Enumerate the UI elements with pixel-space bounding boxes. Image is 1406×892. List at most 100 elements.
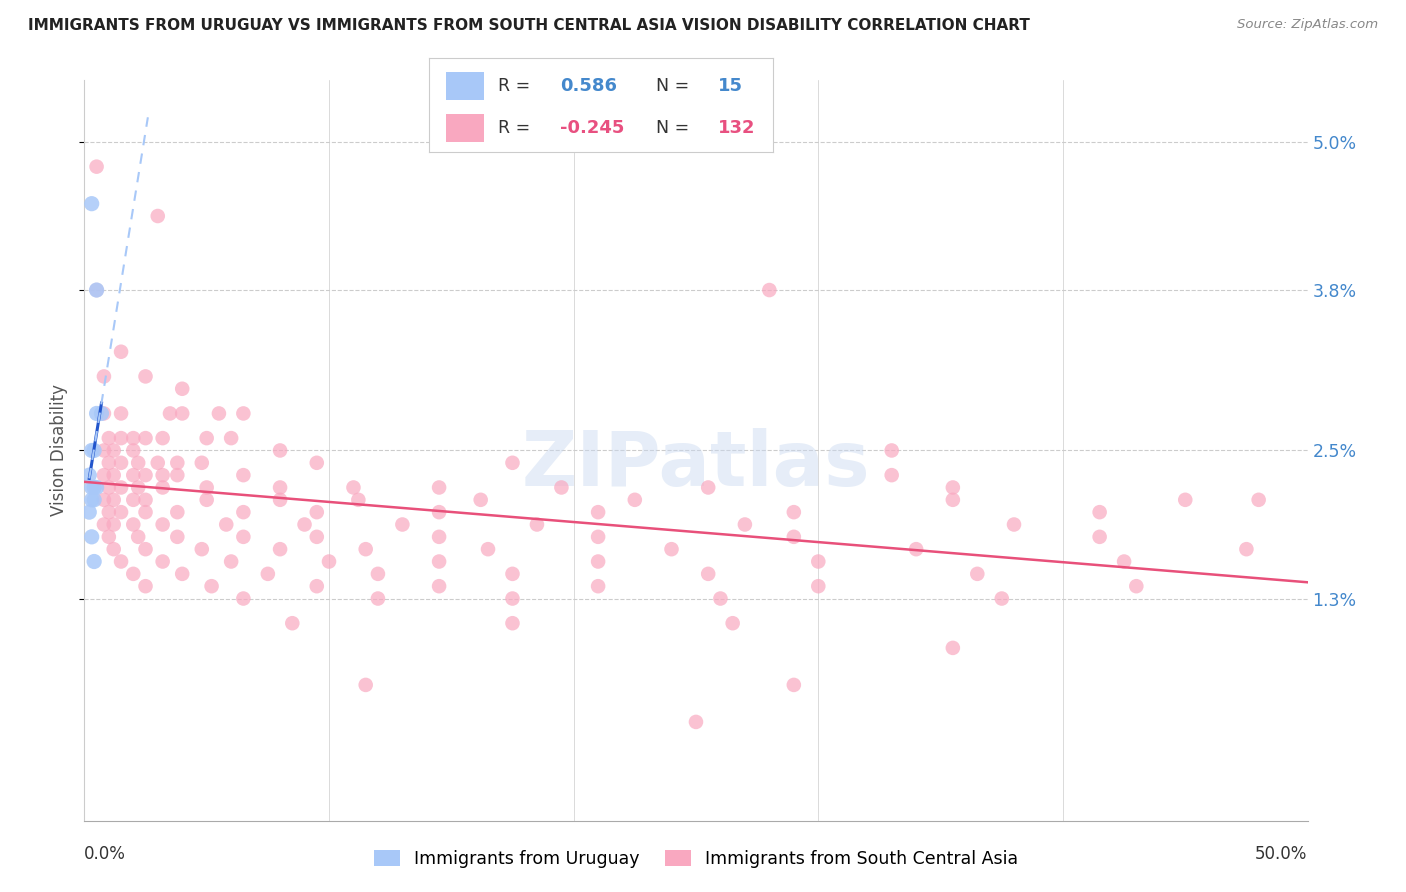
Point [152,554,174,569]
Point [783,530,806,544]
Point [1236,542,1258,557]
Point [305,505,328,519]
Point [427,505,450,519]
Point [195,481,218,495]
Point [110,344,132,359]
Point [942,481,965,495]
Point [526,517,548,532]
Point [624,492,647,507]
Point [685,714,707,729]
Point [697,566,720,581]
Point [172,566,194,581]
Point [232,530,254,544]
Point [166,505,188,519]
Point [127,481,149,495]
Point [103,517,125,532]
Point [83,554,105,569]
Point [83,481,105,495]
Point [758,283,780,297]
FancyBboxPatch shape [446,72,484,100]
Point [966,566,988,581]
Point [269,443,291,458]
Point [77,468,100,483]
Point [97,431,120,445]
Point [367,591,389,606]
Point [880,468,903,483]
Point [215,517,238,532]
Point [166,530,188,544]
Point [305,579,328,593]
Point [103,443,125,458]
Text: N =: N = [657,77,689,95]
Point [1395,517,1406,532]
Point [110,505,132,519]
Text: 0.0%: 0.0% [84,846,127,863]
Point [697,481,720,495]
Point [232,407,254,421]
Point [391,517,413,532]
Point [135,579,157,593]
Point [1125,579,1147,593]
Point [122,566,145,581]
Text: 0.586: 0.586 [560,77,617,95]
Point [427,481,450,495]
Point [90,407,112,421]
Point [110,456,132,470]
Point [470,492,492,507]
Point [86,407,108,421]
Point [661,542,683,557]
Point [586,505,609,519]
Point [127,530,149,544]
Point [807,579,830,593]
Point [783,678,806,692]
Point [103,542,125,557]
Point [152,481,174,495]
Point [127,456,149,470]
Point [502,616,524,631]
Text: ZIPatlas: ZIPatlas [522,428,870,502]
Point [191,456,214,470]
Point [191,542,214,557]
Text: N =: N = [657,120,689,137]
Point [93,468,115,483]
Point [152,431,174,445]
Point [80,481,103,495]
Point [219,431,242,445]
Point [1174,492,1197,507]
Point [152,468,174,483]
Point [86,283,108,297]
Point [1088,530,1111,544]
Point [200,579,222,593]
Point [905,542,928,557]
Point [942,492,965,507]
Point [93,492,115,507]
Text: R =: R = [498,120,530,137]
Point [135,492,157,507]
Point [427,530,450,544]
Point [83,443,105,458]
Point [354,678,377,692]
Point [122,443,145,458]
Point [103,492,125,507]
Point [122,517,145,532]
Point [195,431,218,445]
Point [269,542,291,557]
Text: IMMIGRANTS FROM URUGUAY VS IMMIGRANTS FROM SOUTH CENTRAL ASIA VISION DISABILITY : IMMIGRANTS FROM URUGUAY VS IMMIGRANTS FR… [28,18,1031,33]
Point [135,468,157,483]
Y-axis label: Vision Disability: Vision Disability [51,384,69,516]
Point [232,505,254,519]
Point [93,369,115,384]
Point [97,530,120,544]
Point [257,566,280,581]
Point [734,517,756,532]
Point [427,554,450,569]
Point [477,542,499,557]
Point [550,481,572,495]
Text: 132: 132 [718,120,755,137]
Point [1088,505,1111,519]
Point [427,579,450,593]
Point [135,369,157,384]
Point [347,492,370,507]
Point [77,505,100,519]
Point [991,591,1014,606]
